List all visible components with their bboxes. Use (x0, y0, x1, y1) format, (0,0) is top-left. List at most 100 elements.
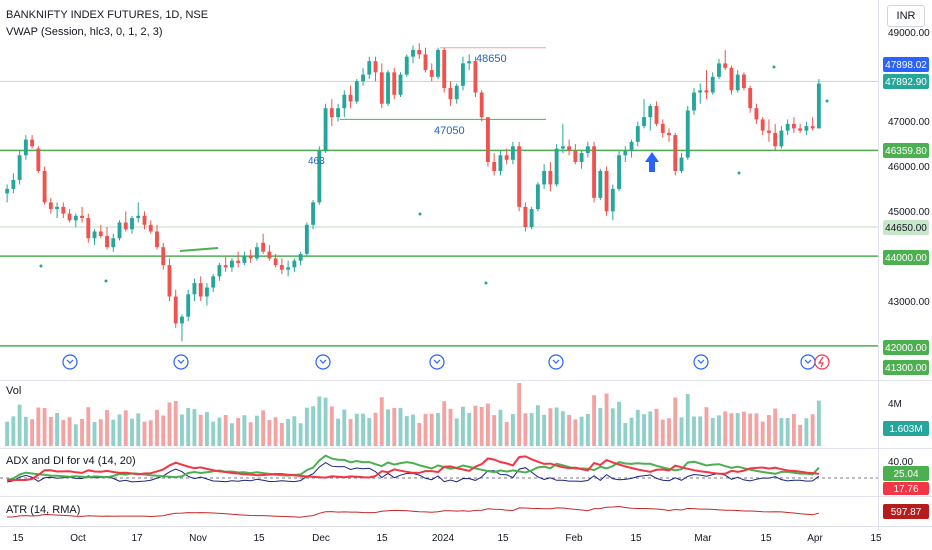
candle-body-103 (648, 105, 653, 118)
candle-body-30 (192, 283, 197, 295)
candle-body-111 (698, 90, 703, 93)
candle-body-37 (236, 260, 241, 263)
candle-body-118 (742, 74, 746, 89)
volume-bar-52 (329, 406, 334, 446)
volume-bar-4 (30, 419, 35, 446)
candle-body-26 (167, 265, 172, 297)
candle-body-53 (336, 108, 341, 118)
event-marker-5 (693, 354, 709, 370)
deco-dot-3 (484, 281, 488, 285)
volume-bar-97 (610, 408, 615, 446)
badge-level-44000 (883, 250, 929, 265)
volume-bar-3 (23, 416, 28, 446)
candle-body-81 (510, 146, 515, 160)
volume-bar-100 (629, 417, 634, 446)
x-tick-2: 17 (131, 533, 143, 544)
volume-bar-20 (130, 418, 134, 446)
candle-body-63 (398, 74, 403, 95)
volume-bar-45 (286, 418, 291, 446)
candle-body-89 (560, 146, 565, 149)
candle-body-74 (467, 61, 472, 64)
candle-body-84 (529, 209, 534, 228)
volume-bar-66 (417, 422, 422, 446)
deco-dot-1 (104, 279, 108, 283)
candle-body-58 (367, 61, 372, 75)
volume-bar-56 (354, 413, 359, 446)
candle-body-25 (161, 247, 166, 266)
candle-body-83 (523, 206, 528, 228)
candle-body-8 (55, 206, 60, 210)
volume-bar-128 (804, 418, 809, 446)
volume-bar-49 (311, 406, 316, 446)
volume-bar-37 (236, 417, 241, 446)
volume-bar-88 (554, 407, 559, 446)
candle-body-109 (685, 110, 690, 158)
volume-bar-127 (798, 424, 803, 446)
volume-bar-111 (698, 416, 703, 446)
candle-body-70 (442, 49, 447, 89)
volume-bar-57 (361, 413, 365, 446)
candle-body-117 (735, 74, 740, 91)
volume-bar-17 (111, 419, 116, 446)
x-tick-7: 2024 (432, 533, 455, 544)
volume-bar-40 (254, 415, 259, 446)
candle-body-78 (492, 162, 497, 171)
candle-body-21 (136, 215, 141, 219)
volume-bar-116 (729, 413, 734, 446)
candle-body-34 (217, 265, 222, 277)
deco-dot-0 (39, 264, 43, 268)
volume-bar-107 (673, 397, 678, 446)
volume-bar-10 (67, 417, 72, 446)
volume-bar-38 (242, 415, 247, 446)
candle-body-35 (223, 265, 228, 268)
volume-bar-130 (816, 400, 821, 446)
x-tick-13: Apr (807, 533, 823, 544)
volume-bar-58 (367, 418, 372, 446)
volume-bar-109 (685, 394, 690, 446)
volume-bar-16 (105, 410, 109, 446)
badge-level-46359 (883, 143, 929, 158)
x-tick-14: 15 (870, 533, 882, 544)
currency-button[interactable]: INR (887, 5, 925, 27)
volume-bar-62 (392, 407, 397, 446)
candle-body-61 (386, 72, 390, 104)
candle-body-12 (80, 215, 84, 219)
volume-bar-48 (304, 407, 309, 446)
annotation-47050: 47050 (434, 125, 465, 137)
volume-bar-5 (36, 407, 41, 446)
candle-body-23 (148, 224, 153, 232)
volume-bar-55 (348, 419, 353, 446)
volume-bar-0 (5, 421, 10, 446)
volume-bar-1 (11, 416, 16, 446)
volume-bar-47 (298, 423, 303, 446)
candle-body-13 (86, 218, 91, 239)
volume-bar-79 (498, 409, 503, 446)
candle-body-73 (461, 63, 465, 86)
candle-body-116 (729, 67, 734, 91)
volume-bar-23 (148, 420, 153, 446)
volume-bar-18 (117, 414, 122, 446)
volume-bar-86 (542, 414, 547, 446)
volume-bar-92 (579, 416, 584, 446)
price-tick-49000: 49000.00 (888, 28, 930, 39)
dividend-bolt-icon (817, 356, 824, 368)
candle-body-46 (292, 260, 297, 268)
volume-bar-122 (766, 415, 771, 446)
volume-bar-99 (623, 422, 628, 446)
volume-bar-76 (479, 406, 484, 446)
candle-body-4 (30, 139, 35, 147)
volume-bar-105 (660, 419, 665, 446)
badge-adx-red-text: 17.76 (893, 484, 918, 495)
volume-bar-91 (573, 419, 578, 446)
volume-bar-32 (205, 412, 209, 446)
volume-bar-89 (560, 411, 565, 446)
price-tick-46000: 46000.00 (888, 162, 930, 173)
volume-bar-126 (791, 413, 796, 446)
volume-bar-34 (217, 417, 222, 446)
x-tick-5: Dec (312, 533, 330, 544)
candle-body-92 (579, 153, 584, 163)
candle-body-14 (92, 231, 97, 239)
badge-price-b-text: 47892.90 (885, 77, 927, 88)
volume-bar-27 (173, 401, 178, 446)
